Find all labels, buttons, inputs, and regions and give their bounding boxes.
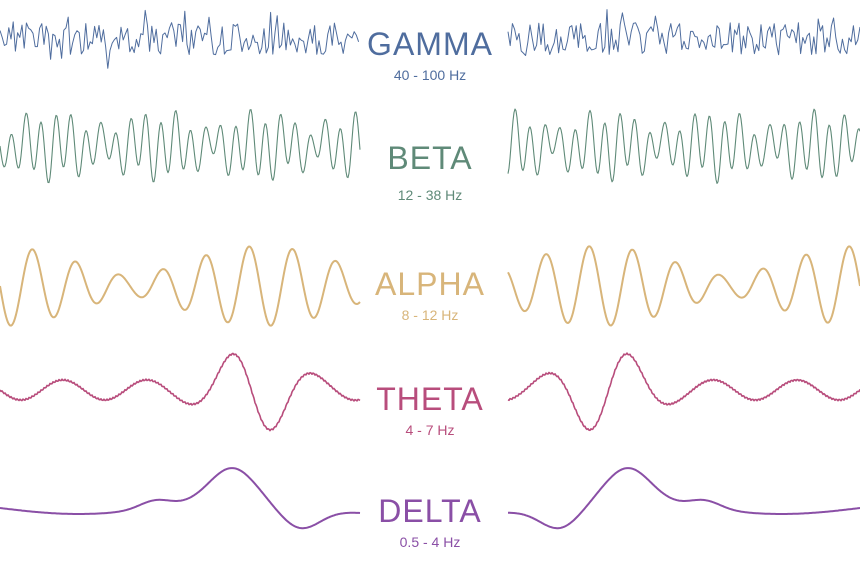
alpha-label: ALPHA 8 - 12 Hz (330, 268, 530, 322)
delta-label: DELTA 0.5 - 4 Hz (330, 495, 530, 549)
gamma-label: GAMMA 40 - 100 Hz (330, 28, 530, 82)
beta-wave-left (0, 109, 361, 184)
wave-trace (507, 9, 860, 56)
band-alpha: ALPHA 8 - 12 Hz (0, 230, 860, 330)
band-gamma: GAMMA 40 - 100 Hz (0, 0, 860, 90)
band-name: DELTA (378, 493, 482, 529)
wave-trace (0, 352, 361, 432)
band-range: 0.5 - 4 Hz (399, 534, 461, 550)
beta-wave-right (507, 108, 860, 184)
band-name: GAMMA (367, 26, 493, 62)
band-range: 40 - 100 Hz (393, 67, 467, 83)
wave-trace (0, 245, 361, 327)
band-range: 12 - 38 Hz (397, 187, 463, 203)
wave-trace (508, 467, 860, 530)
band-theta: THETA 4 - 7 Hz (0, 345, 860, 445)
alpha-wave-right (507, 245, 860, 327)
wave-trace (507, 352, 860, 432)
band-range: 8 - 12 Hz (401, 307, 459, 323)
theta-wave-right (507, 352, 860, 432)
wave-trace (0, 467, 361, 530)
band-beta: BETA 12 - 38 Hz (0, 108, 860, 210)
wave-trace (507, 108, 860, 184)
delta-wave-left (0, 467, 361, 530)
theta-label: THETA 4 - 7 Hz (330, 383, 530, 437)
band-name: THETA (376, 381, 484, 417)
theta-wave-left (0, 352, 361, 432)
wave-trace (0, 9, 360, 69)
wave-trace (0, 109, 361, 184)
band-name: BETA (387, 140, 473, 176)
band-delta: DELTA 0.5 - 4 Hz (0, 455, 860, 555)
gamma-wave-left (0, 9, 360, 69)
wave-trace (507, 245, 860, 327)
band-range: 4 - 7 Hz (405, 422, 455, 438)
delta-wave-right (508, 467, 860, 530)
alpha-wave-left (0, 245, 361, 327)
beta-label: BETA 12 - 38 Hz (330, 142, 530, 202)
band-name: ALPHA (375, 266, 485, 302)
gamma-wave-right (507, 9, 860, 56)
